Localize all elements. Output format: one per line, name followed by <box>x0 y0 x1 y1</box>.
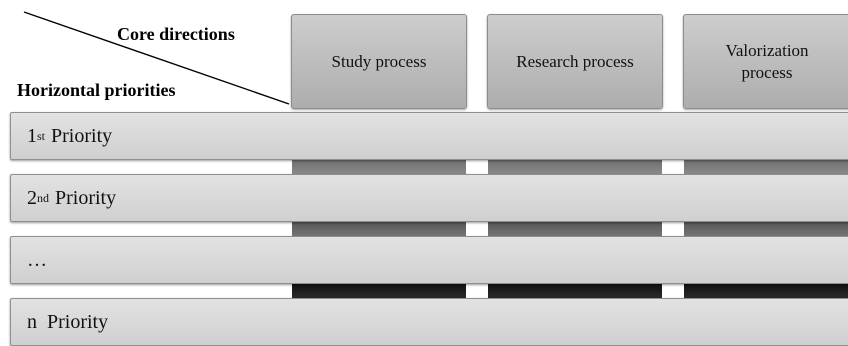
row-label-suffix: Priority <box>50 186 117 209</box>
row-label-superscript: nd <box>37 190 49 205</box>
column-connector <box>684 222 848 236</box>
core-directions-label: Core directions <box>117 24 235 44</box>
column-connector <box>292 160 466 174</box>
horizontal-priorities-label: Horizontal priorities <box>17 80 176 100</box>
row-label-prefix: 2 <box>27 186 37 209</box>
column-connector <box>292 284 466 298</box>
row-label-suffix: Priority <box>37 310 109 333</box>
column-valorization-process: Valorization process <box>683 14 848 109</box>
row-label-suffix: Priority <box>46 124 113 147</box>
row-label-superscript: st <box>37 128 46 143</box>
column-connector <box>488 284 662 298</box>
priority-row-ellipsis: … <box>10 236 848 284</box>
row-label-prefix: 1 <box>27 124 37 147</box>
column-label: Valorization process <box>725 40 809 82</box>
row-label-prefix: … <box>27 248 47 271</box>
column-label: Study process <box>331 51 427 71</box>
column-connector <box>684 160 848 174</box>
column-study-process: Study process <box>291 14 467 109</box>
column-research-process: Research process <box>487 14 663 109</box>
column-connector <box>684 284 848 298</box>
column-connector <box>292 222 466 236</box>
column-label: Research process <box>516 51 634 71</box>
priority-row-n: n Priority <box>10 298 848 346</box>
column-connector <box>488 160 662 174</box>
row-label-prefix: n <box>27 310 37 333</box>
column-connector <box>488 222 662 236</box>
